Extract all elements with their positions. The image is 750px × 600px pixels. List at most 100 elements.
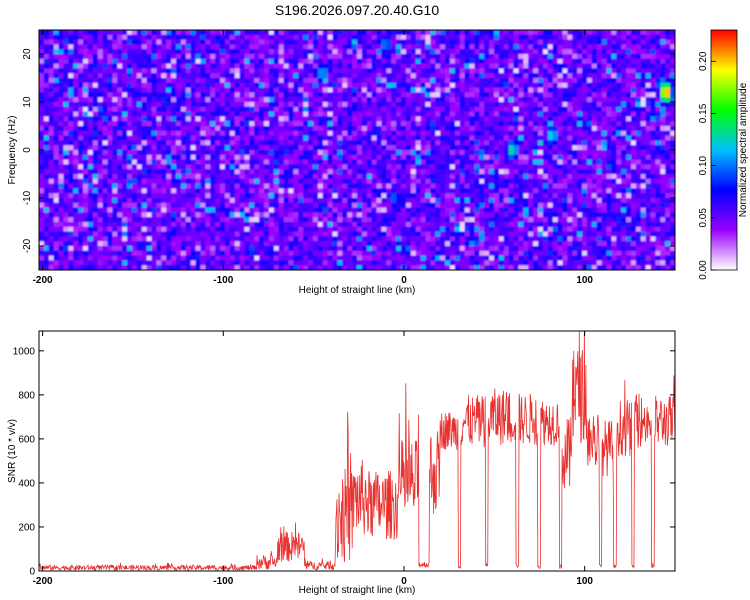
heatmap-cell xyxy=(376,68,383,74)
heatmap-cell xyxy=(552,63,559,69)
heatmap-cell xyxy=(322,164,329,170)
heatmap-cell xyxy=(484,44,490,50)
heatmap-cell xyxy=(572,150,578,156)
heatmap-cell xyxy=(596,150,603,156)
heatmap-cell xyxy=(562,73,568,79)
heatmap-cell xyxy=(533,49,539,55)
heatmap-cell xyxy=(39,111,45,117)
heatmap-cell xyxy=(425,82,431,89)
heatmap-cell xyxy=(337,121,343,127)
heatmap-cell xyxy=(229,130,236,137)
heatmap-cell xyxy=(303,63,309,69)
heatmap-cell xyxy=(361,106,368,113)
heatmap-cell xyxy=(97,159,104,165)
heatmap-cell xyxy=(552,58,559,65)
heatmap-cell xyxy=(283,130,290,137)
heatmap-cell xyxy=(220,106,226,113)
heatmap-cell xyxy=(83,145,89,151)
heatmap-cell xyxy=(171,39,177,45)
heatmap-cell xyxy=(626,30,632,36)
heatmap-cell xyxy=(464,58,471,65)
heatmap-cell xyxy=(557,164,564,170)
heatmap-cell xyxy=(146,126,153,132)
heatmap-cell xyxy=(405,193,412,199)
heatmap-cell xyxy=(484,202,490,209)
heatmap-cell xyxy=(616,106,622,113)
heatmap-cell xyxy=(562,135,568,141)
heatmap-cell xyxy=(200,202,206,209)
heatmap-cell xyxy=(640,87,647,93)
heatmap-cell xyxy=(445,58,451,65)
heatmap-cell xyxy=(533,188,539,194)
heatmap-cell xyxy=(405,116,412,122)
heatmap-cell xyxy=(361,159,368,165)
heatmap-cell xyxy=(352,78,358,84)
heatmap-cell xyxy=(317,174,324,180)
heatmap-cell xyxy=(268,193,275,199)
heatmap-cell xyxy=(538,183,544,189)
heatmap-cell xyxy=(151,30,158,36)
heatmap-cell xyxy=(190,159,197,165)
heatmap-cell xyxy=(503,154,510,161)
heatmap-cell xyxy=(410,150,417,156)
heatmap-cell xyxy=(498,63,505,69)
heatmap-cell xyxy=(371,44,378,50)
heatmap-cell xyxy=(518,63,524,69)
heatmap-cell xyxy=(210,116,216,122)
heatmap-cell xyxy=(542,130,549,137)
heatmap-cell xyxy=(175,174,182,180)
heatmap-cell xyxy=(577,130,583,137)
heatmap-cell xyxy=(53,183,60,189)
heatmap-cell xyxy=(567,54,573,60)
heatmap-cell xyxy=(572,49,578,55)
heatmap-cell xyxy=(586,111,593,117)
heatmap-cell xyxy=(547,183,554,189)
heatmap-cell xyxy=(117,207,123,213)
heatmap-cell xyxy=(371,30,378,36)
heatmap-cell xyxy=(391,159,397,165)
heatmap-cell xyxy=(122,58,128,65)
heatmap-cell xyxy=(63,44,69,50)
heatmap-cell xyxy=(215,154,221,161)
heatmap-cell xyxy=(244,159,250,165)
heatmap-cell xyxy=(112,116,118,122)
heatmap-cell xyxy=(63,212,69,218)
heatmap-cell xyxy=(78,212,84,218)
heatmap-cell xyxy=(606,121,612,127)
heatmap-cell xyxy=(39,207,45,213)
heatmap-cell xyxy=(611,34,617,41)
heatmap-cell xyxy=(376,174,383,180)
heatmap-cell xyxy=(366,140,373,146)
heatmap-cell xyxy=(440,164,446,170)
heatmap-cell xyxy=(498,58,505,65)
heatmap-cell xyxy=(630,135,637,141)
heatmap-cell xyxy=(259,159,265,165)
heatmap-cell xyxy=(136,58,143,65)
heatmap-cell xyxy=(43,102,50,108)
heatmap-cell xyxy=(459,102,466,108)
heatmap-cell xyxy=(87,150,94,156)
heatmap-cell xyxy=(317,130,324,137)
heatmap-cell xyxy=(440,145,446,151)
heatmap-cell xyxy=(131,135,138,141)
heatmap-cell xyxy=(435,44,441,50)
heatmap-cell xyxy=(405,183,412,189)
heatmap-cell xyxy=(87,188,94,194)
heatmap-cell xyxy=(498,207,505,213)
heatmap-cell xyxy=(503,188,510,194)
heatmap-cell xyxy=(415,188,422,194)
heatmap-cell xyxy=(361,73,368,79)
heatmap-cell xyxy=(650,106,657,113)
heatmap-cell xyxy=(518,135,524,141)
heatmap-cell xyxy=(68,92,74,98)
heatmap-cell xyxy=(489,116,495,122)
heatmap-cell xyxy=(361,178,368,185)
heatmap-cell xyxy=(601,97,608,103)
heatmap-cell xyxy=(68,82,74,89)
heatmap-cell xyxy=(278,39,285,45)
heatmap-cell xyxy=(528,82,534,89)
heatmap-cell xyxy=(650,135,657,141)
heatmap-cell xyxy=(630,140,637,146)
heatmap-cell xyxy=(415,30,422,36)
heatmap-cell xyxy=(229,150,236,156)
